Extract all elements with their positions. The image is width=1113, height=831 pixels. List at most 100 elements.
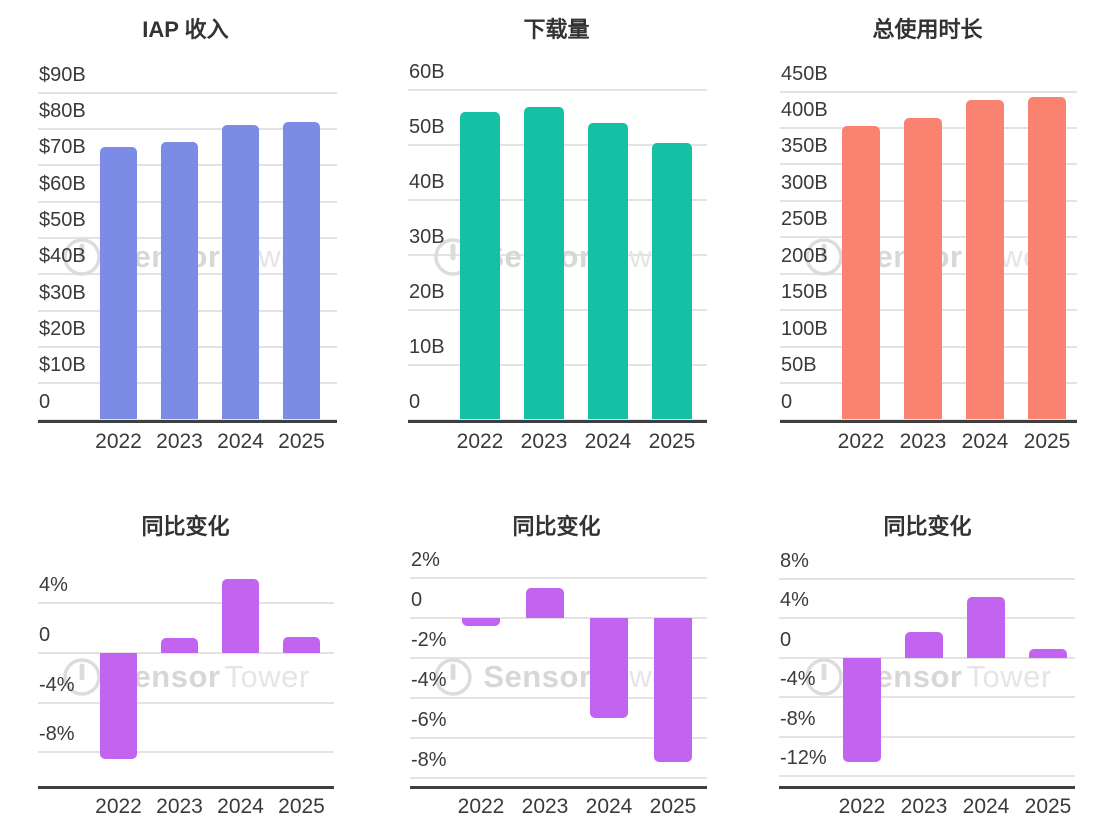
- x-tick-label: 2023: [521, 795, 569, 818]
- chart-total-time-spent: 总使用时长 SensorTower050B100B150B200B250B300…: [742, 0, 1113, 460]
- x-tick-label: 2023: [900, 795, 948, 818]
- y-tick-label: $50B: [39, 208, 86, 231]
- x-axis-line: [38, 419, 337, 423]
- bar-2024: [590, 618, 628, 718]
- bar-2024: [222, 125, 259, 420]
- gridline: [38, 701, 334, 704]
- gridline: [780, 90, 1077, 93]
- x-axis-line: [408, 419, 707, 423]
- plot-area: SensorTower050B100B150B200B250B300B350B4…: [742, 0, 1113, 460]
- gridline: [779, 735, 1075, 738]
- chart-yoy-time-spent: 同比变化 Sensor Tower 8% 4% 0 -4% -8% -12% 2022 2023 2…: [742, 460, 1113, 831]
- gridline: [410, 737, 707, 739]
- y-tick-label: 0: [39, 390, 51, 413]
- plot-area: Sensor Tower 4% 0 -4% -8% 2022 2023 2024 2025: [0, 460, 371, 831]
- y-tick-label: $30B: [39, 281, 86, 304]
- bar-2023: [161, 638, 198, 654]
- y-tick-label: 20B: [409, 280, 445, 303]
- bar-2025: [652, 142, 692, 420]
- chart-yoy-downloads: 同比变化 Sensor Tower 2% 0 -2% -4% -6% -8% 2022 2023 2…: [371, 460, 742, 831]
- y-tick-label: 150B: [781, 281, 828, 304]
- bar-2022: [842, 125, 880, 420]
- x-tick-label: 2024: [217, 795, 264, 818]
- y-tick-label: 100B: [781, 317, 828, 340]
- y-tick-label: 30B: [409, 225, 445, 248]
- x-tick-label: 2025: [278, 795, 325, 818]
- x-tick-label: 2024: [217, 430, 264, 453]
- bar-2025: [1028, 96, 1066, 420]
- bar-2022: [460, 112, 500, 420]
- gridline: [779, 656, 1075, 659]
- gridline: [779, 617, 1075, 620]
- bar-2024: [588, 123, 628, 420]
- x-axis-line: [410, 786, 707, 789]
- y-tick-label: 50B: [409, 116, 445, 139]
- y-tick-label: -4%: [780, 668, 816, 691]
- y-tick-label: 0: [409, 390, 421, 413]
- x-tick-label: 2025: [648, 430, 696, 453]
- y-tick-label: 250B: [781, 208, 828, 231]
- x-tick-label: 2023: [156, 430, 203, 453]
- chart-downloads: 下载量 SensorTower010B20B30B40B50B60B202220…: [371, 0, 742, 460]
- bar-2022: [100, 653, 137, 759]
- y-tick-label: 60B: [409, 61, 445, 84]
- y-tick-label: 450B: [781, 62, 828, 85]
- watermark-brand-second: Tower: [224, 659, 310, 694]
- x-tick-label: 2023: [899, 430, 947, 453]
- chart-title: 同比变化: [883, 514, 972, 539]
- x-tick-label: 2022: [95, 795, 142, 818]
- y-tick-label: $10B: [39, 354, 86, 377]
- gridline: [38, 652, 334, 655]
- bar-2024: [967, 596, 1005, 658]
- chart-title: IAP 收入: [142, 17, 229, 42]
- bar-2024: [966, 99, 1004, 420]
- gridline: [408, 89, 707, 92]
- x-tick-label: 2022: [838, 795, 886, 818]
- x-axis-line: [38, 786, 334, 789]
- x-tick-label: 2022: [95, 430, 142, 453]
- gridline: [779, 775, 1075, 778]
- gridline: [410, 617, 707, 619]
- y-tick-label: -12%: [780, 747, 827, 770]
- bar-2022: [100, 147, 137, 420]
- y-tick-label: -8%: [780, 707, 816, 730]
- bar-2023: [526, 588, 564, 618]
- chart-title: 下载量: [523, 17, 590, 42]
- y-tick-label: 0: [411, 589, 423, 611]
- bar-2023: [905, 632, 943, 658]
- y-tick-label: $40B: [39, 245, 86, 268]
- x-tick-label: 2022: [456, 430, 504, 453]
- gridline: [410, 577, 707, 579]
- gridline: [38, 602, 334, 605]
- y-tick-label: 0: [781, 390, 793, 413]
- x-axis-line: [780, 419, 1077, 423]
- y-tick-label: -8%: [411, 749, 447, 771]
- chart-title: 同比变化: [141, 514, 230, 539]
- gridline: [779, 577, 1075, 580]
- gridline: [38, 91, 337, 94]
- gridline: [779, 696, 1075, 699]
- bar-2025: [283, 637, 320, 654]
- plot-area: SensorTower010B20B30B40B50B60B2022202320…: [371, 0, 742, 460]
- bar-2025: [654, 618, 692, 762]
- x-axis-line: [779, 786, 1075, 789]
- y-tick-label: 2%: [411, 549, 440, 571]
- x-tick-label: 2023: [520, 430, 568, 453]
- y-tick-label: 4%: [780, 589, 809, 612]
- y-tick-label: -2%: [411, 629, 447, 651]
- y-tick-label: 0: [39, 624, 51, 647]
- y-tick-label: -6%: [411, 709, 447, 731]
- y-tick-label: -4%: [39, 673, 75, 696]
- y-tick-label: $20B: [39, 317, 86, 340]
- x-tick-label: 2024: [584, 430, 632, 453]
- y-tick-label: $60B: [39, 172, 86, 195]
- plot-area: Sensor Tower 8% 4% 0 -4% -8% -12% 2022 2023 2024 20…: [742, 460, 1113, 831]
- chart-title: 总使用时长: [872, 17, 983, 42]
- y-tick-label: 200B: [781, 244, 828, 267]
- plot-area: Sensor Tower 2% 0 -2% -4% -6% -8% 2022 2023 2024 20…: [371, 460, 742, 831]
- y-tick-label: 40B: [409, 171, 445, 194]
- x-tick-label: 2024: [585, 795, 633, 818]
- bar-2023: [904, 117, 942, 420]
- gridline: [410, 697, 707, 699]
- chart-title: 同比变化: [512, 514, 601, 539]
